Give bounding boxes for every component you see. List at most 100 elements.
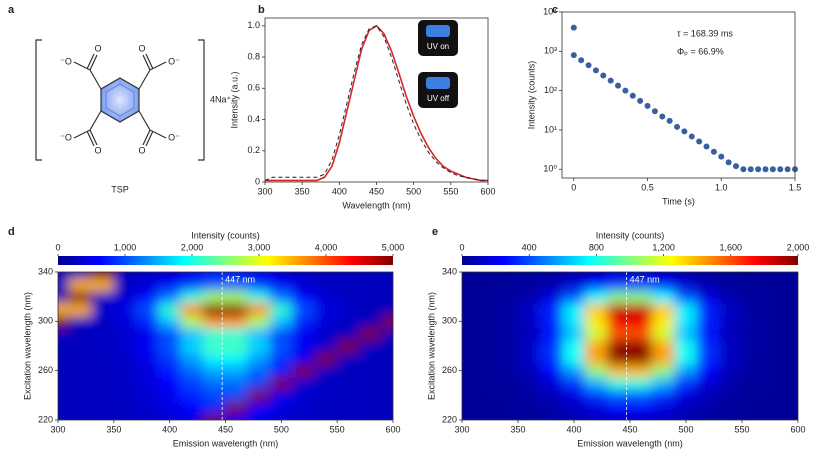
heatmap-cell xyxy=(202,272,226,279)
scatter-point xyxy=(629,92,636,99)
panel-label: c xyxy=(552,4,558,16)
heatmap-cell xyxy=(651,401,676,415)
heatmap-cell xyxy=(91,277,115,291)
colorbar-tick-label: 5,000 xyxy=(382,242,405,252)
y-axis-label: Intensity (counts) xyxy=(526,61,536,130)
heatmap-cell xyxy=(113,388,137,402)
heatmap-cell xyxy=(472,290,497,304)
heatmap-cell xyxy=(462,327,474,341)
heatmap-cell xyxy=(517,302,541,316)
heatmap-cell xyxy=(292,364,316,378)
y-tick-label: 220 xyxy=(442,414,457,424)
heatmap-cell xyxy=(719,401,743,415)
heatmap-cell xyxy=(562,376,586,390)
heatmap-cell xyxy=(225,388,249,402)
heatmap-cell xyxy=(763,413,788,420)
heatmap-cell xyxy=(91,314,115,328)
panel-label: b xyxy=(258,4,265,16)
heatmap-cell xyxy=(225,302,249,316)
scatter-point xyxy=(674,123,681,130)
heatmap-cell xyxy=(562,351,586,365)
scatter-point xyxy=(733,163,740,170)
heatmap-cell xyxy=(91,290,115,304)
heatmap-cell xyxy=(741,413,765,420)
heatmap-cell xyxy=(158,376,182,390)
inset-label: UV on xyxy=(427,42,449,51)
heatmap-cell xyxy=(158,401,182,415)
heatmap-cell xyxy=(68,364,92,378)
heatmap-cell xyxy=(336,302,360,316)
colorbar-tick-label: 1,000 xyxy=(114,242,137,252)
heatmap-cell xyxy=(314,413,338,420)
heatmap-cell xyxy=(68,351,92,365)
colorbar-tick-label: 800 xyxy=(589,242,604,252)
scatter-point xyxy=(703,143,710,150)
atom-label: ⁻O xyxy=(60,132,72,142)
heatmap-cell xyxy=(674,339,698,353)
annotation: τ = 168.39 ms xyxy=(677,28,733,38)
heatmap-cell xyxy=(607,302,631,316)
panel-label: a xyxy=(8,4,15,16)
heatmap-cell xyxy=(58,277,70,291)
heatmap-cell xyxy=(517,388,541,402)
heatmap-cell xyxy=(562,413,586,420)
heatmap-cell xyxy=(539,314,564,328)
heatmap-cell xyxy=(462,290,474,304)
heatmap-cell xyxy=(629,413,653,420)
heatmap-cell xyxy=(113,272,137,279)
y-tick-label: 260 xyxy=(442,365,457,375)
heatmap-cell xyxy=(495,272,519,279)
heatmap-cell xyxy=(135,376,159,390)
heatmap-cell xyxy=(381,351,393,365)
heatmap-cell xyxy=(336,401,360,415)
x-tick-label: 500 xyxy=(406,186,421,196)
heatmap-cell xyxy=(651,290,676,304)
heatmap-cell xyxy=(359,351,383,365)
heatmap-cell xyxy=(58,401,70,415)
scatter-point xyxy=(681,128,688,135)
heatmap-cell xyxy=(225,277,249,291)
colorbar xyxy=(58,256,393,265)
heatmap-cell xyxy=(68,314,92,328)
heatmap-cell xyxy=(225,401,249,415)
heatmap-cell xyxy=(314,314,338,328)
heatmap-cell xyxy=(472,388,497,402)
heatmap-cell xyxy=(607,401,631,415)
colorbar-label: Intensity (counts) xyxy=(191,230,260,240)
heatmap-cell xyxy=(786,302,798,316)
heatmap-cell xyxy=(719,272,743,279)
heatmap-cell xyxy=(314,327,338,341)
heatmap-cell xyxy=(180,388,204,402)
heatmap-cell xyxy=(269,413,293,420)
heatmap-cells xyxy=(462,272,798,420)
heatmap-cell xyxy=(180,364,204,378)
y-axis-label: Excitation wavelength (nm) xyxy=(22,292,32,400)
heatmap-cell xyxy=(539,413,564,420)
scatter-point xyxy=(769,166,776,173)
heatmap-cell xyxy=(763,364,788,378)
heatmap-cell xyxy=(135,339,159,353)
heatmap-cell xyxy=(719,290,743,304)
heatmap-cell xyxy=(336,272,360,279)
x-tick-label: 400 xyxy=(332,186,347,196)
heatmap-cell xyxy=(158,388,182,402)
heatmap-cell xyxy=(180,401,204,415)
colorbar-tick-label: 0 xyxy=(55,242,60,252)
heatmap-cell xyxy=(517,277,541,291)
heatmap-cell xyxy=(247,302,271,316)
scatter-point xyxy=(651,108,658,115)
scatter-point xyxy=(644,102,651,109)
heatmap-cell xyxy=(786,388,798,402)
heatmap-cell xyxy=(58,302,70,316)
heatmap-cell xyxy=(91,339,115,353)
heatmap-cell xyxy=(741,314,765,328)
heatmap-cell xyxy=(314,376,338,390)
heatmap-cell xyxy=(696,314,721,328)
heatmap-cell xyxy=(763,401,788,415)
y-tick-label: 340 xyxy=(38,266,53,276)
heatmap-cell xyxy=(562,314,586,328)
heatmap-cell xyxy=(135,413,159,420)
heatmap-cell xyxy=(763,272,788,279)
heatmap-cell xyxy=(562,327,586,341)
heatmap-cell xyxy=(674,388,698,402)
